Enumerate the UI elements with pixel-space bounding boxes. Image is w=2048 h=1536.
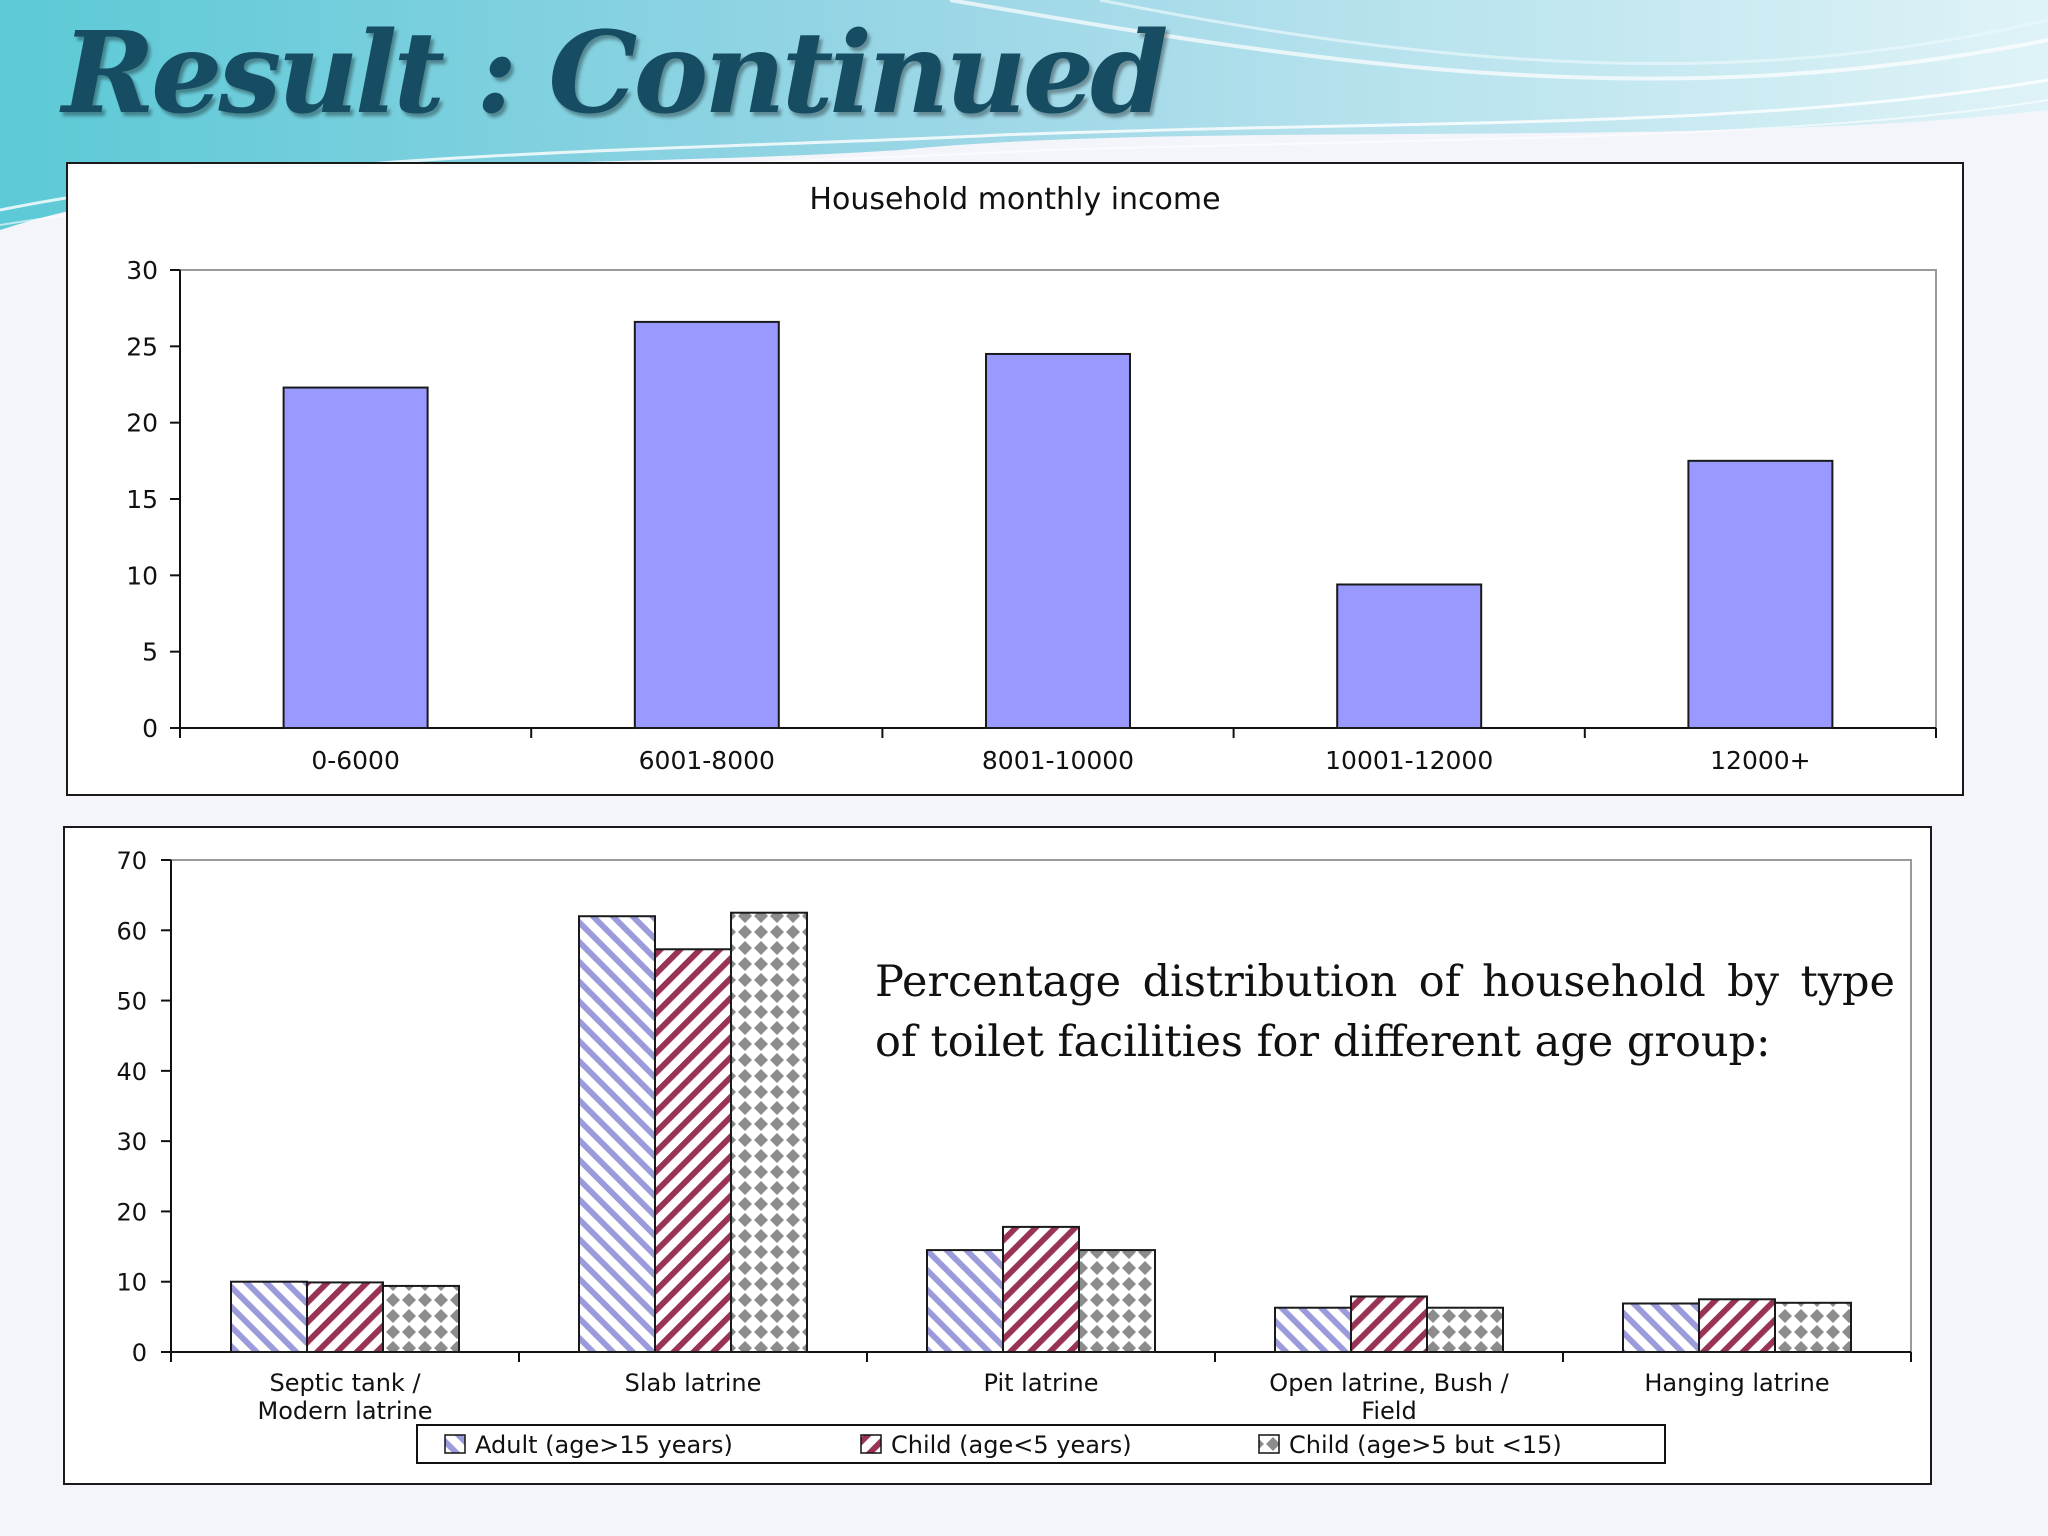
toilet-bar [1274, 1306, 1352, 1353]
income-chart-svg: Household monthly income 0 5 10 15 20 25 30 0-60… [126, 182, 1937, 775]
toilet-y-tick-label: 10 [116, 1269, 147, 1297]
income-bar [1336, 583, 1483, 730]
toilet-x-tick-label: Slab latrine [625, 1369, 762, 1397]
toilet-bar [1350, 1295, 1428, 1353]
toilet-y-tick-label: 60 [116, 917, 147, 945]
toilet-chart-svg: 0 10 20 30 40 50 60 70 Septic tank /Modern latri… [116, 847, 1912, 1464]
toilet-legend-box [416, 1424, 1666, 1464]
toilet-chart: 0 10 20 30 40 50 60 70 Septic tank / Modern latri… [63, 826, 1932, 1485]
income-y-tick-label: 10 [126, 561, 158, 590]
slide-title: Result : Continued [62, 8, 1168, 139]
toilet-x-tick-label: Open latrine, Bush / [1269, 1369, 1509, 1397]
toilet-x-tick-label: Hanging latrine [1644, 1369, 1829, 1397]
income-y-tick-label: 0 [142, 714, 158, 743]
income-y-tick-label: 30 [126, 256, 158, 285]
income-bar [633, 320, 780, 729]
income-bar [282, 386, 429, 729]
income-x-tick-label: 8001-10000 [982, 746, 1134, 775]
income-y-tick-label: 20 [126, 409, 158, 438]
income-y-tick-label: 25 [126, 332, 158, 361]
toilet-y-tick-label: 40 [116, 1058, 147, 1086]
toilet-bar [1078, 1249, 1156, 1354]
income-chart: Household monthly income 0 5 10 15 20 25 30 0-60… [66, 162, 1964, 796]
income-x-tick-label: 10001-12000 [1325, 746, 1493, 775]
income-x-tick-label: 12000+ [1710, 746, 1810, 775]
toilet-x-tick-label: Septic tank / [269, 1369, 421, 1397]
toilet-bar [578, 915, 656, 1353]
income-y-tick-label: 15 [126, 485, 158, 514]
toilet-legend-label: Child (age<5 years) [891, 1431, 1132, 1459]
toilet-legend-label: Child (age>5 but <15) [1289, 1431, 1562, 1459]
toilet-y-tick-label: 20 [116, 1198, 147, 1226]
toilet-legend-swatch [860, 1434, 882, 1454]
toilet-bar [306, 1281, 384, 1353]
toilet-x-tick-label: Field [1361, 1397, 1416, 1425]
toilet-bar [1698, 1298, 1776, 1353]
toilet-legend-swatch [444, 1434, 466, 1454]
toilet-x-tick-label: Modern latrine [258, 1397, 433, 1425]
income-bar [985, 352, 1131, 729]
toilet-legend-label: Adult (age>15 years) [475, 1431, 733, 1459]
income-bar [1687, 459, 1834, 729]
toilet-x-tick-label: Pit latrine [984, 1369, 1099, 1397]
toilet-bar [1622, 1302, 1700, 1354]
toilet-bar [1002, 1225, 1080, 1353]
toilet-bar [1426, 1306, 1504, 1353]
income-x-tick-label: 0-6000 [311, 746, 400, 775]
toilet-y-tick-label: 0 [132, 1339, 147, 1367]
toilet-bar [1774, 1301, 1852, 1353]
toilet-bar [926, 1249, 1004, 1354]
toilet-chart-caption: Percentage distribution of household by … [875, 957, 1895, 1067]
income-y-tick-label: 5 [142, 638, 158, 667]
toilet-y-tick-label: 50 [116, 988, 147, 1016]
toilet-legend-swatch [1258, 1434, 1280, 1454]
toilet-bar [230, 1280, 308, 1354]
toilet-bar [654, 948, 732, 1354]
toilet-y-tick-label: 70 [116, 847, 147, 875]
income-x-tick-label: 6001-8000 [639, 746, 775, 775]
toilet-bar [730, 911, 808, 1353]
toilet-y-tick-label: 30 [116, 1128, 147, 1156]
toilet-bar [382, 1284, 460, 1353]
toilet-legend: Adult (age>15 years) Child (age<5 years) C… [416, 1424, 1666, 1464]
income-chart-title: Household monthly income [809, 182, 1220, 217]
